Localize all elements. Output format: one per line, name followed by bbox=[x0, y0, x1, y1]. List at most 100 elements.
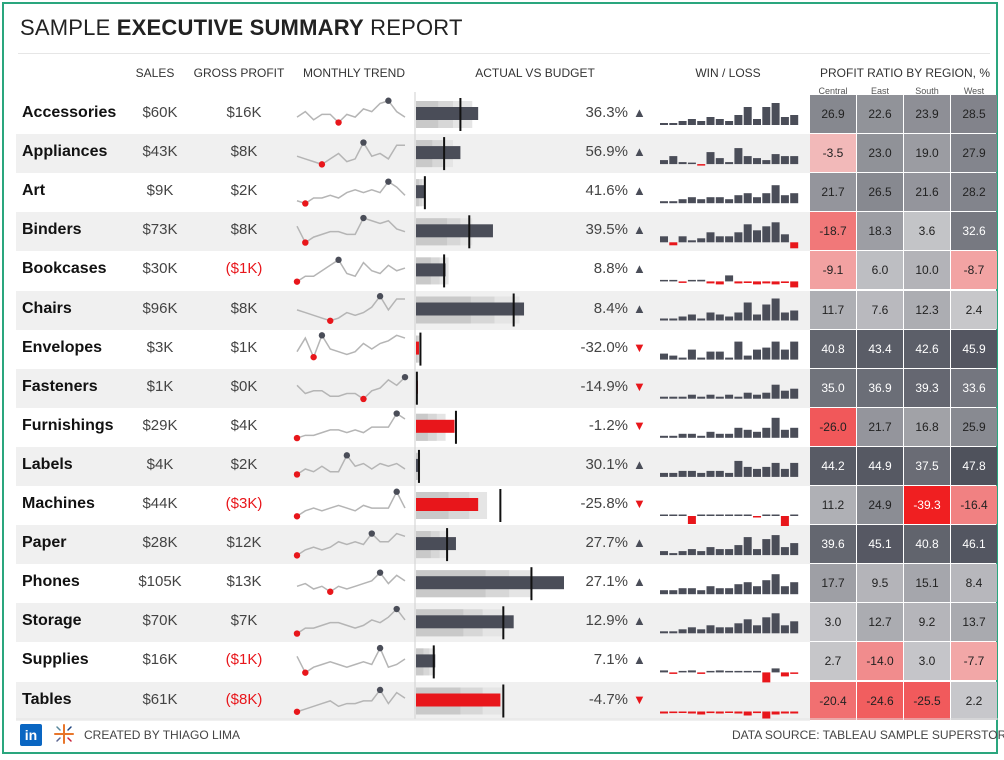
win-bar bbox=[753, 625, 761, 634]
trend-max-dot bbox=[401, 373, 409, 381]
trend-min-dot bbox=[360, 395, 367, 403]
win-bar bbox=[762, 514, 771, 516]
win-bar bbox=[660, 201, 668, 204]
win-bar bbox=[725, 316, 734, 321]
win-bar bbox=[706, 351, 715, 360]
win-bar bbox=[715, 351, 724, 360]
heatmap-cell: 2.2 bbox=[951, 681, 997, 720]
trend-line bbox=[296, 412, 406, 439]
sales-value: $60K bbox=[142, 104, 178, 121]
trend-max-dot bbox=[376, 569, 384, 576]
linkedin-icon[interactable]: in bbox=[20, 724, 42, 746]
loss-bar bbox=[780, 516, 789, 526]
win-bar bbox=[753, 431, 761, 438]
win-bar bbox=[734, 427, 743, 438]
trend-max-dot bbox=[360, 214, 367, 222]
heatmap-cell: 12.3 bbox=[904, 290, 950, 329]
win-bar bbox=[762, 617, 771, 634]
gross-profit-value: ($1K) bbox=[225, 260, 263, 278]
win-bar bbox=[669, 123, 678, 125]
trend-min-dot bbox=[310, 353, 317, 361]
heatmap-cell: 17.7 bbox=[810, 564, 856, 603]
loss-bar bbox=[790, 711, 799, 714]
gross-profit-value: $8K bbox=[230, 221, 258, 239]
up-triangle-icon: ▲ bbox=[633, 105, 646, 120]
win-bar bbox=[678, 551, 687, 556]
win-bar bbox=[715, 396, 724, 399]
trend-line bbox=[296, 141, 405, 166]
heatmap-cell: 21.7 bbox=[857, 407, 903, 446]
win-bar bbox=[725, 514, 734, 516]
heatmap-cell: 24.9 bbox=[857, 486, 903, 524]
heatmap-cell: 39.6 bbox=[810, 525, 856, 564]
win-bar bbox=[669, 201, 678, 204]
up-triangle-icon: ▲ bbox=[633, 144, 646, 160]
win-bar bbox=[734, 670, 743, 673]
win-bar bbox=[753, 119, 761, 125]
win-bar bbox=[780, 234, 789, 243]
win-bar bbox=[706, 152, 715, 165]
win-bar bbox=[762, 304, 771, 321]
win-bar bbox=[687, 314, 696, 321]
category-label: Binders bbox=[22, 221, 82, 239]
gross-profit-value: $13K bbox=[226, 573, 262, 591]
report-title: SAMPLE EXECUTIVE SUMMARY REPORT bbox=[20, 15, 463, 40]
heatmap-cell: 9.2 bbox=[904, 603, 950, 642]
win-bar bbox=[762, 392, 771, 399]
heatmap-cell: 26.5 bbox=[857, 173, 903, 212]
win-bar bbox=[715, 236, 724, 243]
header-monthly-trend: MONTHLY TREND bbox=[302, 66, 405, 80]
loss-bar bbox=[725, 711, 734, 713]
win-bar bbox=[697, 472, 706, 477]
gross-profit-value: $2K bbox=[230, 182, 258, 200]
win-bar bbox=[660, 472, 668, 477]
loss-bar bbox=[678, 281, 687, 283]
win-bar bbox=[706, 197, 715, 204]
win-bar bbox=[762, 466, 771, 477]
trend-min-dot bbox=[293, 278, 301, 285]
loss-bar bbox=[669, 242, 678, 246]
variance-pct: 27.7% bbox=[585, 534, 628, 552]
up-triangle-icon: ▲ bbox=[633, 652, 646, 668]
trend-line bbox=[296, 688, 406, 713]
trend-min-dot bbox=[293, 552, 301, 559]
win-bar bbox=[687, 588, 696, 595]
loss-bar bbox=[790, 281, 799, 288]
win-bar bbox=[743, 429, 752, 438]
sales-value: $105K bbox=[138, 573, 182, 591]
loss-bar bbox=[687, 711, 696, 714]
loss-bar bbox=[753, 516, 761, 518]
win-bar bbox=[678, 162, 687, 165]
win-bar bbox=[780, 117, 789, 125]
heatmap-cell: -25.5 bbox=[904, 681, 950, 720]
table-row bbox=[16, 212, 810, 252]
win-bar bbox=[780, 390, 789, 399]
header-profit-ratio: PROFIT RATIO BY REGION, % bbox=[819, 66, 991, 80]
win-bar bbox=[706, 470, 715, 477]
actual-bar bbox=[416, 341, 419, 355]
win-bar bbox=[771, 462, 780, 477]
trend-max-dot bbox=[393, 410, 400, 417]
win-bar bbox=[687, 349, 696, 360]
region-header-west: West bbox=[963, 86, 985, 96]
win-bar bbox=[697, 357, 706, 360]
trend-line bbox=[296, 99, 406, 124]
win-bar bbox=[780, 195, 789, 204]
actual-bar bbox=[416, 537, 456, 551]
loss-bar bbox=[706, 281, 715, 284]
win-bar bbox=[743, 670, 752, 673]
loss-bar bbox=[790, 672, 799, 674]
sales-value: $9K bbox=[146, 182, 174, 200]
category-label: Art bbox=[22, 182, 46, 200]
gross-profit-value: ($1K) bbox=[225, 651, 263, 669]
heatmap-cell: -8.7 bbox=[951, 251, 997, 290]
sales-value: $43K bbox=[142, 143, 178, 161]
loss-bar bbox=[780, 711, 789, 714]
loss-bar bbox=[743, 711, 752, 716]
win-bar bbox=[715, 197, 724, 204]
trend-min-dot bbox=[293, 513, 301, 520]
win-bar bbox=[697, 435, 706, 438]
win-bar bbox=[678, 588, 687, 595]
down-triangle-icon: ▼ bbox=[633, 496, 646, 511]
